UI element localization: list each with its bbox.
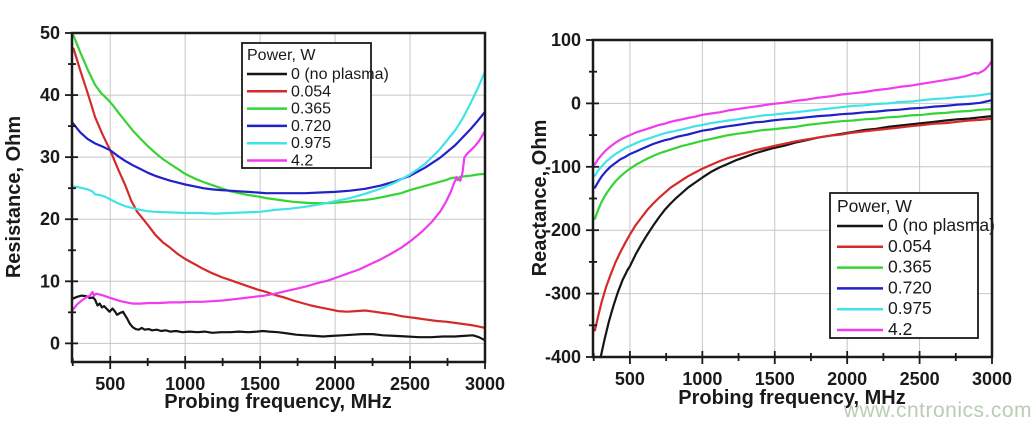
- series-line-0-no-plasma-: [71, 294, 487, 342]
- legend-entry-label: 0.975: [888, 298, 932, 318]
- legend-entry-label: 0.365: [291, 101, 331, 118]
- x-axis-title: Probing frequency, MHz: [164, 391, 391, 413]
- x-tick-label: 1000: [165, 374, 205, 394]
- x-axis-title: Probing frequency, MHz: [678, 387, 905, 409]
- y-tick-label: 40: [40, 85, 60, 105]
- legend-title: Power, W: [247, 47, 316, 64]
- legend-entry-label: 0.054: [888, 236, 932, 256]
- x-tick-label: 3000: [465, 374, 505, 394]
- legend-entry-label: 0 (no plasma): [291, 66, 389, 83]
- y-tick-label: 0: [571, 93, 581, 113]
- y-tick-label: 10: [40, 271, 60, 291]
- series-line-0-720: [593, 99, 994, 189]
- y-tick-label: 50: [40, 23, 60, 43]
- series-line-0-365: [72, 34, 487, 205]
- legend-entry-label: 0.720: [888, 277, 932, 297]
- x-tick-label: 3000: [972, 369, 1012, 389]
- legend-box: [241, 42, 372, 169]
- x-tick-label: 2000: [315, 374, 355, 394]
- legend-entry-label: 0 (no plasma): [888, 215, 995, 235]
- legend-entry-label: 4.2: [888, 319, 912, 339]
- series-line-0-365: [593, 107, 994, 220]
- series-line-0-054: [593, 117, 994, 332]
- resistance-chart-frame: [70, 31, 487, 364]
- y-axis-title: Reactance, Ohm: [529, 120, 551, 277]
- legend-box: [829, 192, 979, 339]
- legend-entry-label: 0.720: [291, 118, 331, 135]
- x-tick-label: 1500: [240, 374, 280, 394]
- y-tick-label: -400: [545, 347, 581, 367]
- series-line-0-975: [593, 92, 994, 177]
- y-tick-label: -100: [545, 157, 581, 177]
- y-tick-label: 30: [40, 147, 60, 167]
- legend-entry-label: 0.365: [888, 257, 932, 277]
- x-tick-label: 2500: [390, 374, 430, 394]
- legend-entry-label: 0.975: [291, 135, 331, 152]
- series-line-4-2: [71, 130, 487, 311]
- y-axis-title: Resistance, Ohm: [3, 116, 25, 278]
- y-tick-label: 100: [551, 30, 581, 50]
- legend-entry-label: 4.2: [291, 153, 313, 170]
- y-tick-label: -300: [545, 284, 581, 304]
- x-tick-label: 500: [615, 369, 645, 389]
- series-line-0-975: [71, 70, 487, 215]
- legend-entry-label: 0.054: [291, 83, 331, 100]
- legend-title: Power, W: [837, 196, 912, 216]
- series-line-4-2: [593, 59, 994, 166]
- x-tick-label: 500: [95, 374, 125, 394]
- y-tick-label: -200: [545, 220, 581, 240]
- x-tick-label: 1000: [682, 369, 722, 389]
- y-tick-label: 20: [40, 209, 60, 229]
- x-tick-label: 2000: [827, 369, 867, 389]
- x-tick-label: 2500: [900, 369, 940, 389]
- series-line-0-no-plasma-: [599, 114, 994, 359]
- y-tick-label: 0: [50, 333, 60, 353]
- x-tick-label: 1500: [755, 369, 795, 389]
- series-line-0-054: [72, 47, 487, 329]
